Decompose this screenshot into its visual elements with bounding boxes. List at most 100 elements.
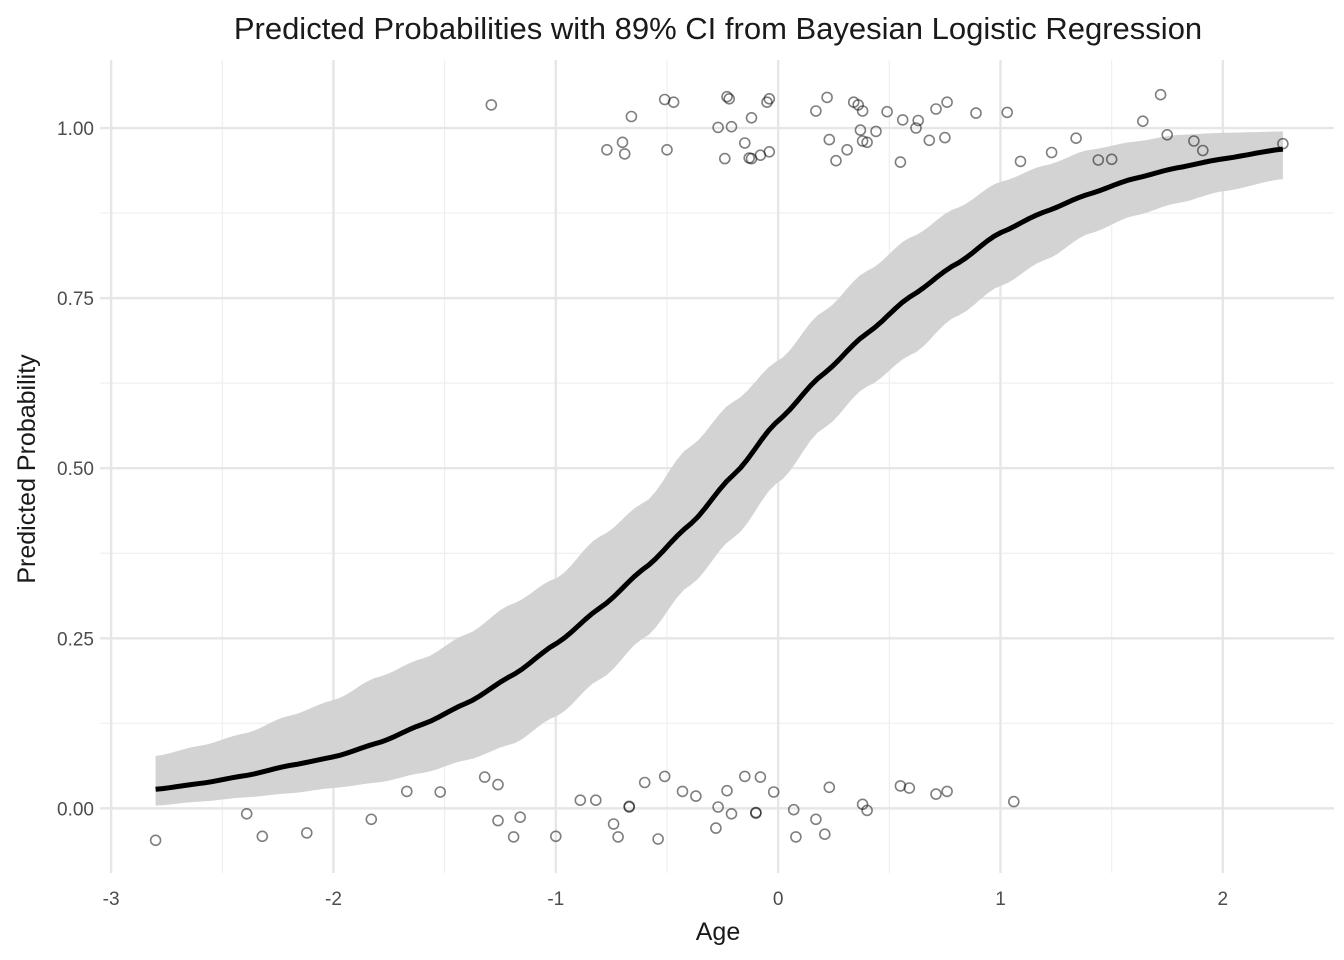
observation-point (823, 133, 836, 146)
observation-point (667, 96, 680, 108)
predicted-probability-line (155, 146, 1284, 792)
observation-point (870, 125, 882, 138)
observation-point (763, 93, 776, 105)
observation-point (400, 785, 413, 798)
observation-point (676, 785, 689, 798)
observation-point (365, 813, 378, 826)
observation-point (810, 813, 822, 826)
observation-point (1197, 144, 1209, 157)
observation-point (616, 136, 629, 149)
observation-point (823, 781, 836, 794)
observation-point (1277, 137, 1289, 150)
observation-point (149, 834, 162, 847)
observation-point (240, 807, 253, 820)
observation-point (970, 107, 982, 119)
observation-point (745, 112, 758, 124)
ci-band (155, 131, 1283, 806)
observation-point (861, 136, 873, 149)
observation-point (941, 785, 953, 798)
x-tick-label: -1 (547, 889, 564, 910)
observation-point (738, 137, 751, 149)
observation-point (710, 822, 722, 834)
observation-point (661, 144, 673, 156)
observation-point (725, 807, 738, 820)
observation-point (881, 105, 893, 118)
observation-point (861, 804, 873, 817)
observation-point (790, 831, 802, 843)
observation-point (1188, 135, 1200, 147)
observation-point (750, 807, 762, 819)
observation-point (896, 114, 909, 126)
x-tick-label: -2 (325, 889, 342, 910)
observation-point (652, 833, 664, 845)
observation-point (1154, 88, 1167, 101)
observation-point (941, 96, 953, 108)
observation-point (690, 790, 702, 802)
observation-point (721, 784, 733, 797)
observation-point (601, 144, 613, 156)
observation-point (507, 831, 520, 843)
observation-point (923, 134, 936, 147)
observation-point (1045, 146, 1058, 159)
x-tick-label: 1 (995, 889, 1006, 910)
y-axis-ticks: 0.00 0.25 0.50 0.75 1.00 (57, 119, 94, 820)
observation-point (787, 803, 800, 816)
x-tick-label: -3 (103, 889, 120, 910)
observation-point (930, 788, 942, 800)
observation-point (723, 93, 736, 105)
observation-point (1007, 795, 1020, 808)
observation-point (841, 144, 853, 156)
y-tick-label: 0.75 (57, 289, 94, 310)
observation-point (856, 105, 869, 117)
y-tick-label: 0.50 (57, 459, 94, 480)
observation-point (434, 786, 447, 798)
observation-point (1105, 153, 1118, 166)
observation-point (767, 786, 780, 798)
observation-point (738, 770, 751, 783)
y-axis-title: Predicted Probability (13, 354, 41, 584)
observation-point (1092, 154, 1105, 166)
probability-line-layer (155, 146, 1284, 792)
observation-point (300, 827, 313, 839)
observation-point (1137, 115, 1149, 127)
observation-point (725, 120, 738, 133)
observation-point (818, 828, 831, 841)
observation-point (754, 771, 767, 783)
observation-point (1161, 129, 1173, 141)
observation-point (625, 110, 638, 123)
observation-point (623, 801, 636, 813)
observation-point (712, 801, 724, 813)
x-axis-ticks: -3 -2 -1 0 1 2 (103, 889, 1228, 910)
y-tick-label: 0.00 (57, 799, 94, 820)
observation-point (761, 96, 773, 108)
x-axis-title: Age (696, 918, 740, 946)
chart-title: Predicted Probabilities with 89% CI from… (234, 11, 1202, 46)
y-tick-label: 1.00 (57, 119, 94, 140)
observation-point (821, 91, 833, 104)
y-tick-label: 0.25 (57, 629, 94, 650)
observation-point (478, 771, 491, 783)
observation-point (256, 830, 269, 843)
observation-point (854, 124, 867, 136)
observation-point (549, 830, 562, 843)
observation-point (939, 131, 951, 144)
observation-point (1001, 106, 1014, 119)
observation-point (485, 99, 498, 111)
observation-points (149, 88, 1289, 847)
observation-point (492, 814, 504, 827)
observation-point (574, 794, 587, 807)
observation-point (514, 811, 527, 824)
observation-point (903, 782, 916, 794)
observation-point (910, 122, 922, 134)
observation-point (658, 770, 671, 783)
observation-point (612, 831, 624, 843)
observation-point (763, 146, 776, 158)
observation-point (912, 114, 925, 127)
observation-point (810, 105, 822, 117)
observation-point (721, 90, 733, 103)
observation-point (618, 148, 631, 160)
observation-point (607, 818, 620, 830)
observation-point (492, 778, 504, 791)
